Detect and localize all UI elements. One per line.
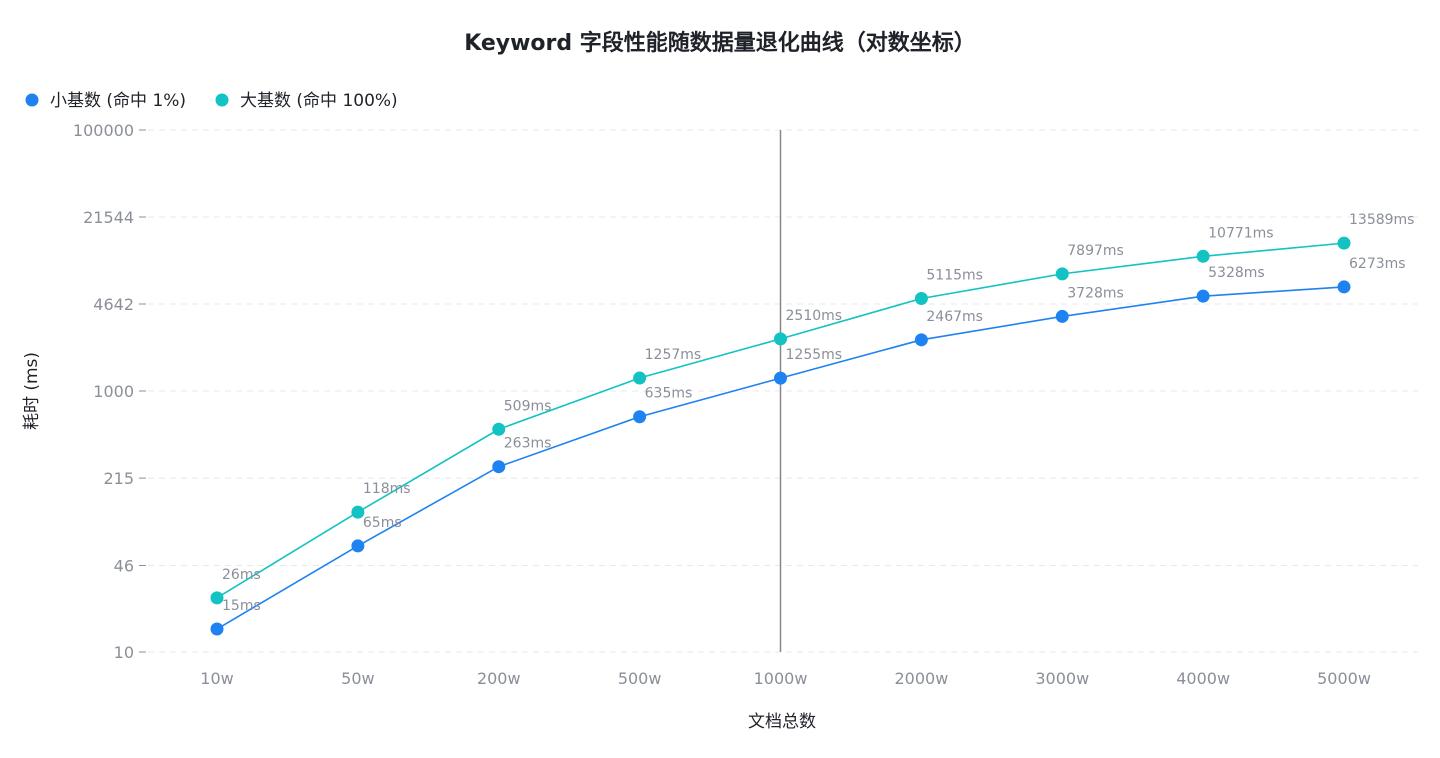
x-axis-title: 文档总数 [748,712,816,732]
data-point [914,291,928,305]
data-label: 263ms [504,436,552,452]
data-label: 2510ms [786,308,843,324]
data-label: 15ms [222,598,261,614]
data-point [774,371,787,385]
legend-label: 小基数 (命中 1%) [50,91,186,111]
data-point [1337,280,1351,294]
x-tick-label: 3000w [1035,669,1089,688]
legend-item-large-cardinality[interactable]: 大基数 (命中 100%) [215,91,398,111]
data-label: 6273ms [1349,256,1406,272]
y-tick-label: 100000 [73,121,134,140]
chart-title: Keyword 字段性能随数据量退化曲线（对数坐标） [464,30,976,56]
data-label: 509ms [504,398,552,414]
x-tick-label: 1000w [754,669,808,688]
data-label: 26ms [222,567,261,583]
data-point [351,539,365,553]
data-point [633,371,647,385]
y-axis-title: 耗时 (ms) [22,352,42,430]
y-tick-label: 4642 [93,295,134,314]
data-point [1055,267,1069,281]
y-tick-label: 46 [114,557,134,576]
x-tick-label: 2000w [894,669,948,688]
x-tick-label: 10w [200,669,233,688]
legend-marker [215,93,229,107]
legend-item-small-cardinality[interactable]: 小基数 (命中 1%) [25,91,187,111]
grid [148,129,1418,653]
series [210,236,1351,636]
y-tick-label: 21544 [83,208,134,227]
data-label: 3728ms [1067,285,1124,301]
data-label: 635ms [645,386,693,402]
data-label: 5115ms [926,267,983,283]
legend[interactable]: 小基数 (命中 1%) 大基数 (命中 100%) [25,91,398,111]
data-label: 13589ms [1349,212,1414,228]
data-point [1196,289,1210,303]
data-point [774,332,787,346]
y-tick-label: 215 [103,469,134,488]
data-point [492,460,506,474]
y-tick-label: 10 [114,643,134,662]
data-point [633,410,647,424]
data-point [1055,309,1069,323]
data-label: 1257ms [645,347,702,363]
data-point [914,333,928,347]
y-tick-label: 1000 [93,382,134,401]
x-tick-label: 500w [618,669,662,688]
data-label: 118ms [363,481,411,497]
x-tick-label: 50w [341,669,374,688]
x-tick-label: 200w [477,669,521,688]
data-label: 5328ms [1208,265,1265,281]
data-label: 10771ms [1208,225,1273,241]
x-tick-label: 5000w [1317,669,1371,688]
data-label: 1255ms [786,347,843,363]
y-axis: 100000 21544 4642 1000 215 46 10 [73,121,146,662]
data-point [210,622,224,636]
x-tick-label: 4000w [1176,669,1230,688]
data-label: 2467ms [926,309,983,325]
legend-marker [25,93,39,107]
data-label: 7897ms [1067,243,1124,259]
data-labels: 15ms 65ms 263ms 635ms 1255ms 2467ms 3728ms 5328… [222,212,1414,614]
x-axis: 10w 50w 200w 500w 1000w 2000w 3000w 4000w 5000w [200,669,1371,688]
data-point [1196,249,1210,263]
data-point [1337,236,1351,250]
data-point [492,422,506,436]
legend-label: 大基数 (命中 100%) [240,91,398,111]
data-point [351,505,365,519]
data-label: 65ms [363,515,402,531]
data-point [210,591,224,605]
